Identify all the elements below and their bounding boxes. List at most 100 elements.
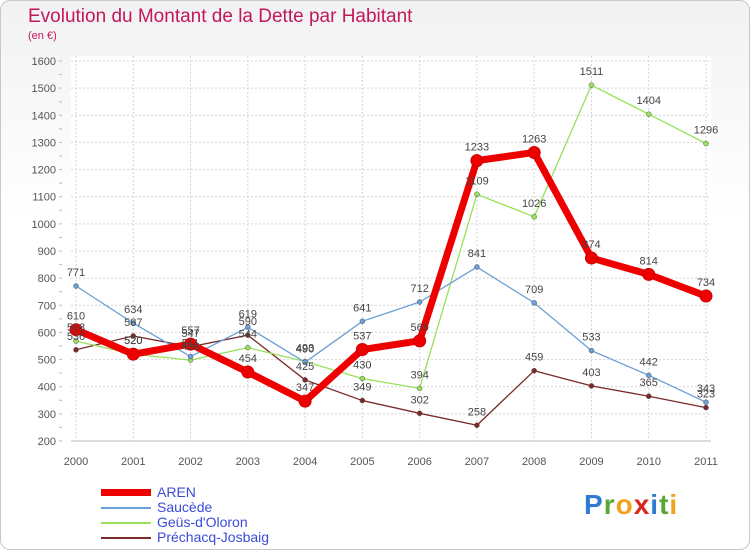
data-point [245,324,251,331]
legend-label: Geüs-d'Oloron [157,514,248,530]
data-label: 533 [582,332,600,344]
data-point [130,320,137,326]
data-label: 641 [353,302,371,314]
data-label: 557 [181,325,199,337]
data-point [416,410,423,417]
data-label: 771 [67,267,85,279]
legend-label: AREN [157,484,196,500]
data-label: 537 [353,331,371,343]
y-tick-label: 1200 [32,165,56,177]
data-label: 520 [124,335,142,347]
data-point [645,111,652,117]
data-label: 569 [410,322,428,334]
data-label: 343 [697,383,715,395]
data-label: 547 [181,328,199,340]
logo-letter: t [659,489,670,520]
y-tick-label: 600 [38,327,56,339]
data-label: 814 [640,255,658,267]
data-label: 425 [296,361,314,373]
x-tick-label: 2001 [121,456,145,468]
data-label: 430 [353,360,371,372]
logo-letter: o [615,489,634,520]
data-point [245,332,251,338]
data-point [642,267,656,281]
data-label: 1263 [522,133,546,145]
data-point [359,397,366,404]
data-label: 587 [124,317,142,329]
logo-letter: i [650,489,660,520]
data-point [531,367,537,374]
legend-label: Saucède [157,499,213,515]
data-point [245,344,251,351]
y-tick-label: 1000 [32,219,56,231]
x-tick-label: 2003 [236,456,260,468]
data-label: 841 [468,248,486,260]
y-tick-label: 1100 [32,192,56,204]
data-label: 536 [67,331,85,343]
data-label: 1233 [465,142,489,154]
y-tick-label: 1500 [32,83,56,95]
data-point [470,154,484,168]
data-point [241,365,255,379]
data-label: 590 [239,316,257,328]
legend-swatch-saucede [101,506,151,509]
data-point [584,251,598,265]
data-label: 520 [124,335,142,347]
legend-swatch-geus [101,521,151,524]
data-label: 498 [181,341,199,353]
y-tick-label: 400 [38,382,56,394]
data-label: 323 [697,389,715,401]
legend-item-aren: AREN [101,485,269,500]
plot-background [71,56,711,441]
data-point [184,337,198,351]
data-label: 544 [239,329,257,341]
data-point [359,375,366,382]
x-tick-label: 2006 [407,456,431,468]
data-point [588,383,595,389]
series-line [75,84,707,389]
y-tick-label: 1400 [32,110,56,122]
data-point [645,372,652,379]
chart-title: Evolution du Montant de la Dette par Hab… [28,6,413,27]
data-label: 258 [468,406,486,418]
x-tick-label: 2000 [64,456,88,468]
data-label: 619 [239,308,257,320]
data-label: 874 [582,239,600,251]
data-label: 734 [697,277,715,289]
legend-swatch-prechacq [101,536,151,539]
x-tick-label: 2010 [636,456,660,468]
data-point [130,333,137,339]
data-label: 394 [410,369,428,381]
data-point [413,334,427,348]
data-point [416,385,423,392]
data-point [474,191,480,198]
x-tick-label: 2009 [579,456,603,468]
data-point [588,82,595,88]
data-label: 610 [67,311,85,323]
data-label: 1404 [636,95,660,107]
data-label: 511 [182,338,200,350]
data-label: 1109 [465,175,489,187]
y-tick-label: 300 [38,409,56,421]
x-tick-label: 2011 [694,456,718,468]
data-point [645,393,652,399]
data-point [73,283,79,289]
data-label: 493 [296,342,314,354]
data-label: 1026 [522,198,546,210]
data-point [699,289,713,303]
data-point [588,347,595,354]
data-label: 302 [410,394,428,406]
data-point [527,145,541,159]
data-label: 490 [296,343,314,355]
y-tick-label: 1600 [32,56,56,68]
proxiti-logo: Proxiti [584,489,678,521]
data-label: 1511 [580,66,604,78]
y-tick-label: 900 [38,246,56,258]
data-point [474,264,480,270]
data-point [703,399,709,405]
data-label: 442 [640,356,658,368]
data-point [531,214,537,220]
data-label: 1296 [694,125,718,137]
legend-swatch-aren [101,489,151,496]
